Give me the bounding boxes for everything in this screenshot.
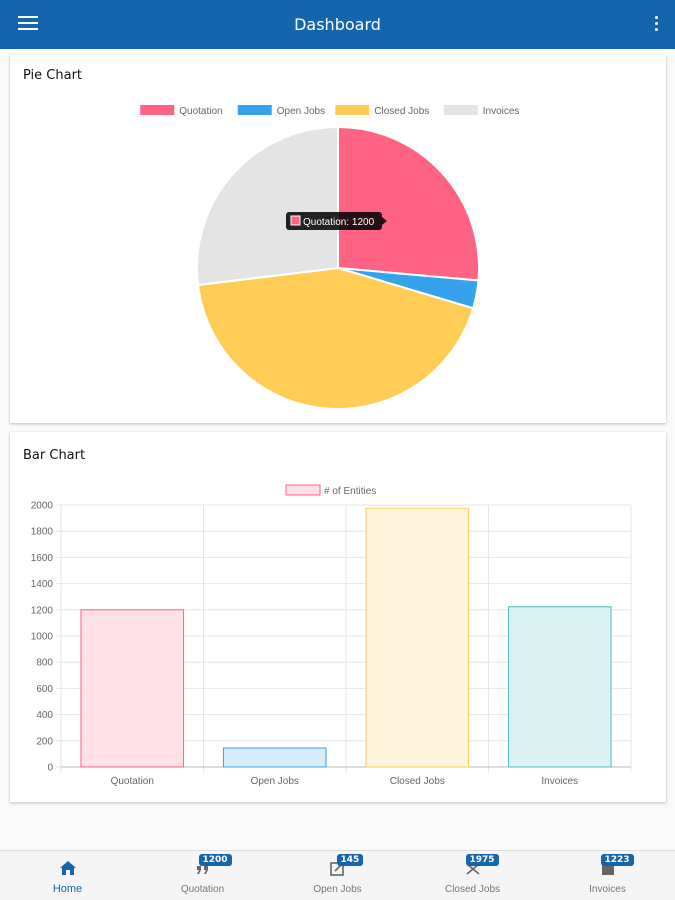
legend-swatch-open-jobs[interactable] bbox=[237, 105, 272, 115]
y-tick-label: 1200 bbox=[31, 605, 54, 616]
y-tick-label: 2000 bbox=[31, 501, 54, 512]
pie-slice-invoices[interactable] bbox=[196, 125, 339, 287]
nav-open-jobs[interactable]: 145 Open Jobs bbox=[270, 851, 405, 900]
bar-quotation[interactable] bbox=[80, 609, 185, 768]
nav-invoices[interactable]: 1223 Invoices bbox=[540, 851, 675, 900]
legend-label-quotation[interactable]: Quotation bbox=[179, 106, 222, 117]
y-tick-label: 600 bbox=[36, 684, 53, 695]
y-tick-label: 1400 bbox=[31, 579, 54, 590]
invoices-count-badge: 1223 bbox=[600, 854, 634, 866]
bar-invoices[interactable] bbox=[507, 606, 612, 768]
pie-chart[interactable]: Quotation Open Jobs Closed Jobs Invoices Quo… bbox=[10, 55, 666, 423]
quote-icon bbox=[196, 866, 208, 874]
pie-tooltip-text: Quotation: 1200 bbox=[303, 217, 375, 228]
x-tick-label: Quotation bbox=[111, 776, 154, 787]
legend-label-closed-jobs[interactable]: Closed Jobs bbox=[374, 106, 429, 117]
nav-label: Invoices bbox=[589, 884, 626, 895]
legend-swatch-quotation[interactable] bbox=[140, 105, 175, 115]
legend-label-entities[interactable]: # of Entities bbox=[324, 486, 376, 497]
nav-label: Open Jobs bbox=[313, 884, 362, 895]
legend-swatch-closed-jobs[interactable] bbox=[335, 105, 370, 115]
quotation-count-badge: 1200 bbox=[198, 854, 232, 866]
app-bar: Dashboard bbox=[0, 0, 675, 49]
invoice-icon bbox=[601, 865, 614, 875]
bar-open-jobs[interactable] bbox=[222, 747, 327, 768]
pie-slice-quotation[interactable] bbox=[337, 125, 480, 282]
legend-label-open-jobs[interactable]: Open Jobs bbox=[277, 106, 325, 117]
closed-jobs-count-badge: 1975 bbox=[465, 854, 499, 866]
y-tick-label: 1800 bbox=[31, 527, 54, 538]
nav-closed-jobs[interactable]: 1975 Closed Jobs bbox=[405, 851, 540, 900]
x-tick-label: Open Jobs bbox=[251, 776, 299, 787]
y-tick-label: 1000 bbox=[31, 632, 54, 643]
nav-label: Home bbox=[52, 883, 83, 895]
nav-home[interactable]: Home bbox=[0, 851, 135, 900]
y-tick-label: 200 bbox=[36, 736, 53, 747]
menu-icon[interactable] bbox=[18, 16, 38, 34]
nav-label: Quotation bbox=[180, 884, 225, 895]
legend-swatch-invoices[interactable] bbox=[443, 105, 478, 115]
y-tick-label: 800 bbox=[36, 658, 53, 669]
home-icon bbox=[59, 861, 76, 875]
pie-card-title: Pie Chart bbox=[23, 68, 83, 83]
y-tick-label: 1600 bbox=[31, 553, 54, 564]
bar-card-title: Bar Chart bbox=[23, 448, 86, 463]
nav-label: Closed Jobs bbox=[444, 884, 501, 895]
bottom-navigation: Home 1200 Quotation 145 Open Jobs 1975 C… bbox=[0, 850, 675, 900]
bar-closed-jobs[interactable] bbox=[365, 507, 470, 768]
x-tick-label: Closed Jobs bbox=[390, 776, 445, 787]
bar-chart[interactable]: # of Entities 0 200 400 600 800 1000 1200 1400 16… bbox=[10, 432, 666, 802]
bar-chart-card: Bar Chart # of Entities 0 200 400 600 800 1000… bbox=[10, 432, 666, 802]
y-tick-label: 0 bbox=[47, 763, 53, 774]
legend-label-invoices[interactable]: Invoices bbox=[483, 106, 520, 117]
page-title: Dashboard bbox=[294, 15, 381, 34]
pie-chart-card: Pie Chart Quotation Open Jobs Closed Jobs I… bbox=[10, 55, 666, 423]
pie-slice-closed-jobs[interactable] bbox=[196, 266, 475, 410]
more-options-icon[interactable] bbox=[653, 16, 659, 34]
nav-quotation[interactable]: 1200 Quotation bbox=[135, 851, 270, 900]
legend-swatch-entities[interactable] bbox=[285, 484, 321, 496]
open-jobs-count-badge: 145 bbox=[336, 854, 364, 866]
pie-tooltip: Quotation: 1200 bbox=[286, 212, 387, 230]
y-tick-label: 400 bbox=[36, 710, 53, 721]
x-tick-label: Invoices bbox=[541, 776, 578, 787]
